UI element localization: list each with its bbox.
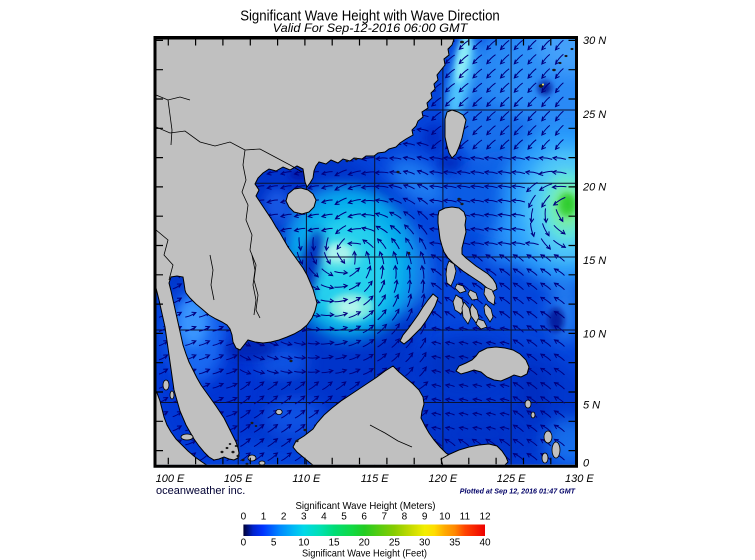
svg-text:8: 8: [402, 512, 408, 523]
svg-text:120 E: 120 E: [429, 473, 458, 485]
svg-text:Plotted at Sep 12, 2016 01:47: Plotted at Sep 12, 2016 01:47 GMT: [460, 487, 577, 496]
svg-text:Valid For Sep-12-2016 06:00 GM: Valid For Sep-12-2016 06:00 GMT: [273, 21, 469, 35]
svg-text:20: 20: [359, 538, 371, 549]
svg-text:2: 2: [281, 512, 287, 523]
svg-text:12: 12: [479, 512, 491, 523]
svg-text:15 N: 15 N: [583, 255, 606, 267]
svg-text:110 E: 110 E: [292, 473, 321, 485]
svg-text:25 N: 25 N: [582, 109, 606, 121]
svg-text:oceanweather inc.: oceanweather inc.: [156, 485, 245, 497]
svg-text:40: 40: [479, 538, 491, 549]
svg-text:6: 6: [361, 512, 367, 523]
svg-text:9: 9: [422, 512, 428, 523]
svg-text:125 E: 125 E: [497, 473, 526, 485]
svg-text:20 N: 20 N: [582, 182, 606, 194]
svg-text:Significant Wave Height (Feet): Significant Wave Height (Feet): [302, 548, 427, 560]
svg-text:3: 3: [301, 512, 307, 523]
svg-text:35: 35: [449, 538, 461, 549]
svg-text:1: 1: [261, 512, 267, 523]
svg-text:Significant Wave Height (Meter: Significant Wave Height (Meters): [296, 500, 436, 512]
svg-text:0: 0: [583, 458, 590, 470]
svg-text:130 E: 130 E: [565, 473, 594, 485]
svg-text:5: 5: [341, 512, 347, 523]
svg-text:7: 7: [382, 512, 388, 523]
svg-text:100 E: 100 E: [156, 473, 185, 485]
svg-text:105 E: 105 E: [224, 473, 253, 485]
svg-text:115 E: 115 E: [361, 473, 390, 485]
svg-text:30: 30: [419, 538, 431, 549]
svg-text:5: 5: [271, 538, 277, 549]
svg-text:25: 25: [389, 538, 401, 549]
svg-text:15: 15: [328, 538, 340, 549]
svg-text:11: 11: [460, 512, 471, 523]
svg-text:10: 10: [298, 538, 310, 549]
svg-text:0: 0: [241, 538, 247, 549]
svg-text:10 N: 10 N: [583, 329, 606, 341]
svg-text:5 N: 5 N: [583, 400, 600, 412]
svg-text:30 N: 30 N: [583, 35, 606, 47]
svg-text:4: 4: [321, 512, 327, 523]
svg-text:Significant Wave Height with W: Significant Wave Height with Wave Direct…: [240, 8, 500, 25]
svg-text:10: 10: [439, 512, 451, 523]
svg-text:0: 0: [241, 512, 247, 523]
